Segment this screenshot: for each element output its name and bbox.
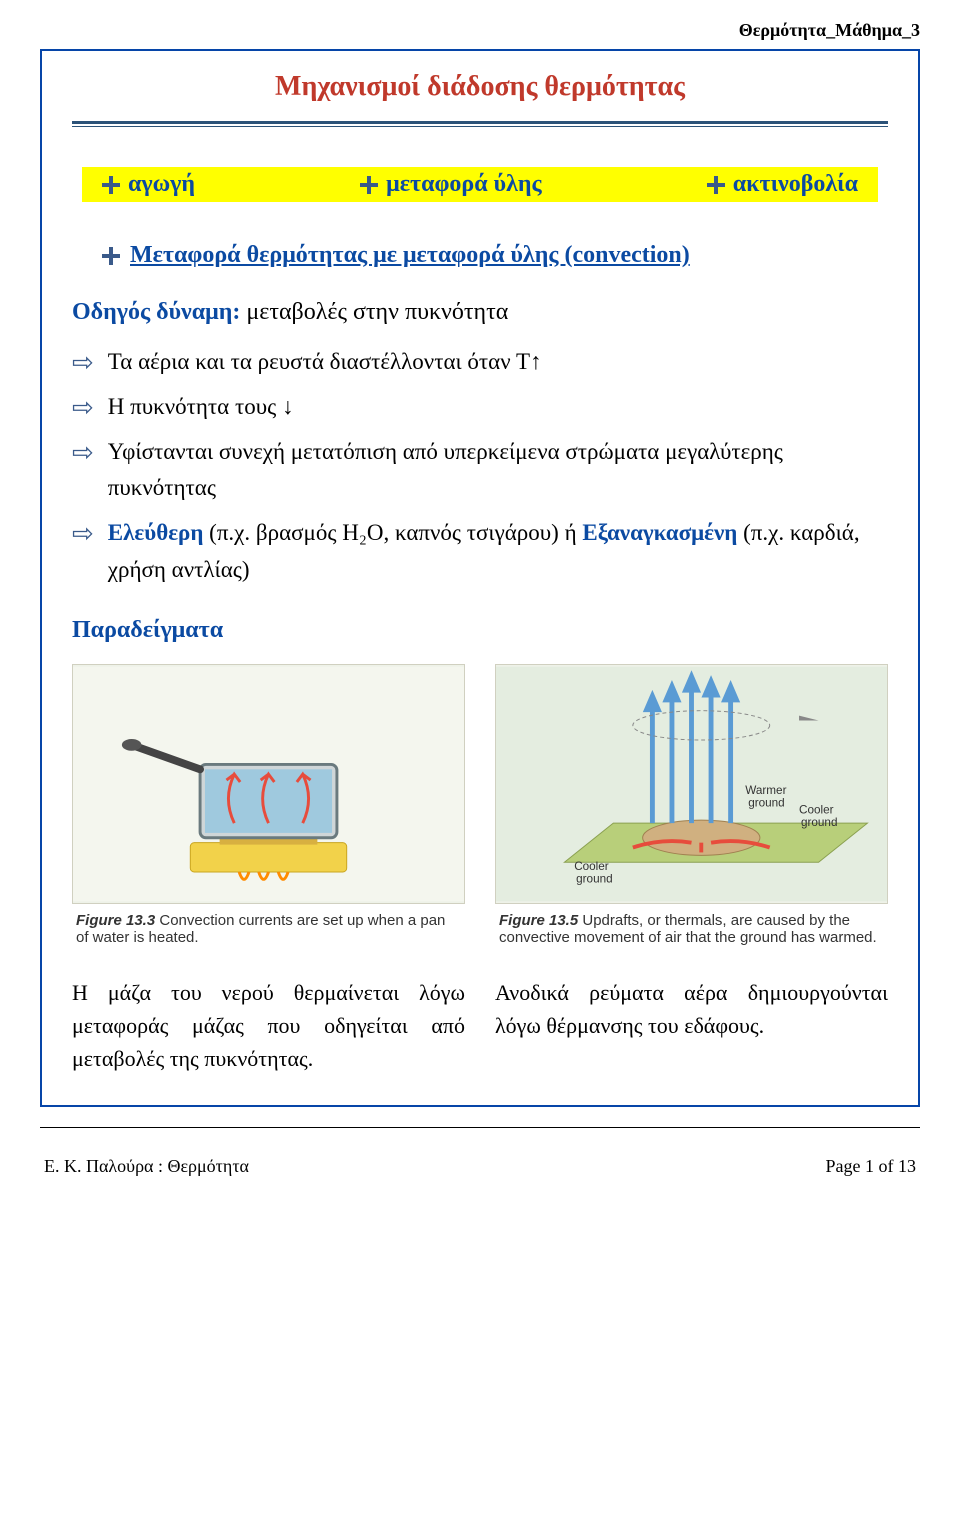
mode-convection-label: μεταφορά ύλης	[386, 171, 542, 198]
figure-right-caption: Figure 13.5 Updrafts, or thermals, are c…	[495, 904, 888, 946]
footer-rule	[40, 1127, 920, 1128]
figure-right-caption-num: Figure 13.5	[499, 912, 578, 929]
bullet-list: ⇨ Τα αέρια και τα ρευστά διαστέλλονται ό…	[72, 344, 888, 589]
bullet-text: Υφίστανται συνεχή μετατόπιση από υπερκεί…	[108, 434, 888, 508]
caption-right: Ανοδικά ρεύματα αέρα δημιουργούνται λόγω…	[495, 976, 888, 1075]
figure-thermal-image: Warmer ground Cooler ground Cooler groun…	[495, 664, 888, 904]
mode-conduction-label: αγωγή	[128, 171, 195, 198]
mode-radiation: ακτινοβολία	[707, 171, 858, 198]
footer-right: Page 1 of 13	[826, 1156, 916, 1177]
driving-force-text: μεταβολές στην πυκνότητα	[246, 299, 508, 325]
mode-convection: μεταφορά ύλης	[360, 171, 542, 198]
bullet-free-label: Ελεύθερη	[108, 520, 204, 545]
bullet-free-text: (π.χ. βρασμός H₂O, καπνός τσιγάρου) ή	[203, 520, 582, 545]
figures-row: Figure 13.3 Convection currents are set …	[72, 664, 888, 946]
bullet-text: Η πυκνότητα τους ↓	[108, 389, 294, 426]
footer-left: Ε. Κ. Παλούρα : Θερμότητα	[44, 1156, 249, 1177]
svg-text:ground: ground	[748, 796, 785, 809]
bullet-forced-label: Εξαναγκασμένη	[582, 520, 737, 545]
driving-force-label: Οδηγός δύναμη:	[72, 299, 240, 325]
arrow-right-icon: ⇨	[72, 350, 94, 376]
figure-left-caption: Figure 13.3 Convection currents are set …	[72, 904, 465, 946]
list-item: ⇨ Ελεύθερη (π.χ. βρασμός H₂O, καπνός τσι…	[72, 515, 888, 589]
examples-title: Παραδείγματα	[72, 617, 888, 644]
svg-text:Warmer: Warmer	[745, 784, 786, 797]
arrow-right-icon: ⇨	[72, 521, 94, 547]
arrow-right-icon: ⇨	[72, 395, 94, 421]
figure-left-caption-num: Figure 13.3	[76, 912, 155, 929]
page-footer: Ε. Κ. Παλούρα : Θερμότητα Page 1 of 13	[40, 1156, 920, 1177]
content-frame: Μηχανισμοί διάδοσης θερμότητας αγωγή μετ…	[40, 49, 920, 1107]
plus-icon	[360, 176, 378, 194]
page-header-label: Θερμότητα_Μάθημα_3	[40, 20, 920, 41]
bullet-text: Τα αέρια και τα ρευστά διαστέλλονται ότα…	[108, 344, 542, 381]
caption-left: Η μάζα του νερού θερμαίνεται λόγω μεταφο…	[72, 976, 465, 1075]
pot-svg	[73, 665, 464, 903]
bottom-captions: Η μάζα του νερού θερμαίνεται λόγω μεταφο…	[72, 976, 888, 1075]
driving-force: Οδηγός δύναμη: μεταβολές στην πυκνότητα	[72, 299, 888, 326]
svg-text:ground: ground	[576, 873, 613, 886]
svg-text:Cooler: Cooler	[574, 860, 609, 873]
plus-icon	[102, 247, 120, 265]
section-heading-text: Μεταφορά θερμότητας με μεταφορά ύλης (co…	[130, 242, 690, 269]
mode-conduction: αγωγή	[102, 171, 195, 198]
svg-text:ground: ground	[801, 816, 838, 829]
arrow-right-icon: ⇨	[72, 440, 94, 466]
svg-text:Cooler: Cooler	[799, 803, 834, 816]
plus-icon	[707, 176, 725, 194]
document-title: Μηχανισμοί διάδοσης θερμότητας	[72, 71, 888, 103]
section-heading: Μεταφορά θερμότητας με μεταφορά ύλης (co…	[102, 242, 888, 269]
plus-icon	[102, 176, 120, 194]
figure-left: Figure 13.3 Convection currents are set …	[72, 664, 465, 946]
list-item: ⇨ Υφίστανται συνεχή μετατόπιση από υπερκ…	[72, 434, 888, 508]
modes-bar: αγωγή μεταφορά ύλης ακτινοβολία	[82, 167, 878, 202]
title-rule	[72, 121, 888, 127]
bullet-composite: Ελεύθερη (π.χ. βρασμός H₂O, καπνός τσιγά…	[108, 515, 888, 589]
list-item: ⇨ Η πυκνότητα τους ↓	[72, 389, 888, 426]
mode-radiation-label: ακτινοβολία	[733, 171, 858, 198]
thermal-svg: Warmer ground Cooler ground Cooler groun…	[496, 665, 887, 903]
list-item: ⇨ Τα αέρια και τα ρευστά διαστέλλονται ό…	[72, 344, 888, 381]
figure-right: Warmer ground Cooler ground Cooler groun…	[495, 664, 888, 946]
figure-pot-image	[72, 664, 465, 904]
